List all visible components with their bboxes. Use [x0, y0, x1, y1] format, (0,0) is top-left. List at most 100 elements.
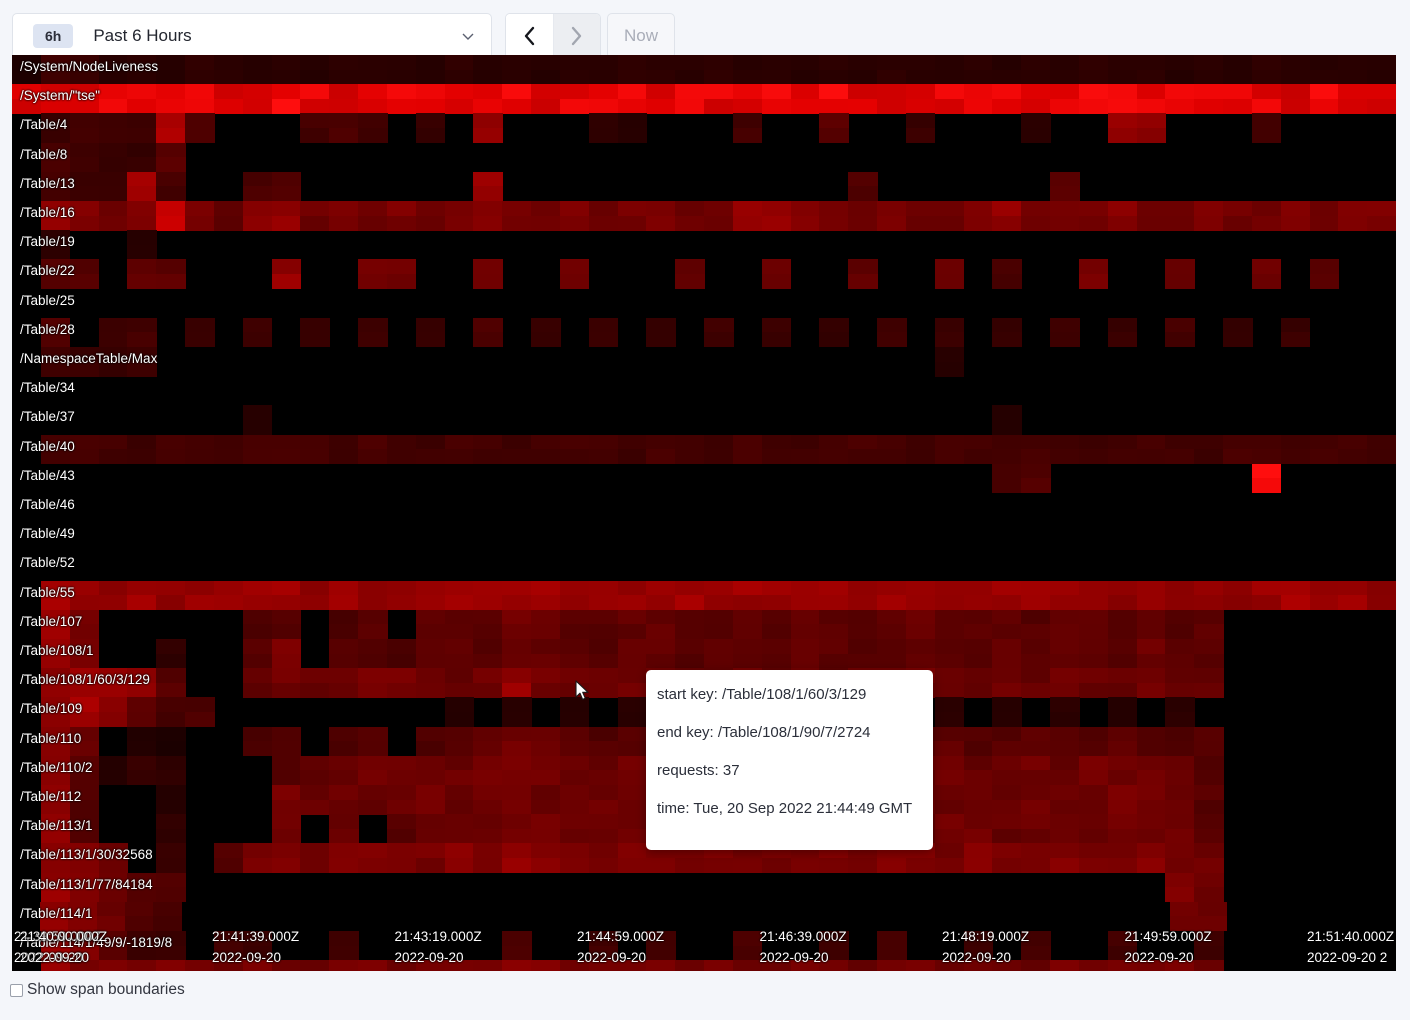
heatmap-cell[interactable] — [386, 785, 417, 801]
heatmap-cell[interactable] — [819, 113, 849, 129]
heatmap-cell[interactable] — [1078, 653, 1109, 669]
heatmap-cell[interactable] — [242, 931, 273, 947]
heatmap-cell[interactable] — [934, 624, 965, 640]
heatmap-cell[interactable] — [1165, 799, 1195, 815]
heatmap-cell[interactable] — [934, 668, 965, 684]
heatmap-cell[interactable] — [1165, 98, 1195, 114]
heatmap-cell[interactable] — [127, 931, 157, 947]
heatmap-cell[interactable] — [877, 434, 907, 450]
heatmap-cell[interactable] — [963, 945, 994, 961]
heatmap-cell[interactable] — [1223, 580, 1253, 596]
heatmap-cell[interactable] — [127, 69, 157, 85]
heatmap-cell[interactable] — [531, 317, 561, 333]
heatmap-cell[interactable] — [531, 726, 561, 742]
heatmap-cell[interactable] — [98, 843, 129, 859]
heatmap-cell[interactable] — [761, 434, 792, 450]
heatmap-cell[interactable] — [905, 127, 936, 144]
heatmap-cell[interactable] — [1107, 127, 1138, 144]
heatmap-cell[interactable] — [934, 639, 965, 655]
heatmap-cell[interactable] — [1050, 624, 1080, 640]
heatmap-cell[interactable] — [300, 69, 330, 85]
heatmap-cell[interactable] — [329, 799, 359, 815]
heatmap-cell[interactable] — [156, 186, 186, 202]
heatmap-cell[interactable] — [761, 624, 792, 640]
heatmap-cell[interactable] — [1223, 69, 1253, 85]
heatmap-cell[interactable] — [675, 857, 705, 874]
heatmap-cell[interactable] — [242, 201, 273, 217]
heatmap-cell[interactable] — [1223, 434, 1253, 450]
heatmap-cell[interactable] — [69, 843, 100, 859]
heatmap-row[interactable] — [12, 84, 1396, 114]
heatmap-cell[interactable] — [1021, 113, 1051, 129]
heatmap-cell[interactable] — [358, 127, 388, 144]
heatmap-cell[interactable] — [675, 609, 705, 625]
heatmap-cell[interactable] — [1050, 814, 1080, 830]
heatmap-cell[interactable] — [559, 755, 590, 771]
heatmap-cell[interactable] — [790, 449, 821, 465]
heatmap-cell[interactable] — [415, 799, 446, 815]
heatmap-cell[interactable] — [329, 69, 359, 85]
heatmap-cell[interactable] — [1309, 201, 1340, 217]
heatmap-cell[interactable] — [732, 931, 763, 947]
heatmap-row[interactable] — [12, 171, 1396, 202]
heatmap-cell[interactable] — [473, 98, 503, 114]
heatmap-cell[interactable] — [473, 113, 503, 129]
heatmap-cell[interactable] — [963, 799, 994, 815]
heatmap-cell[interactable] — [1107, 317, 1138, 333]
heatmap-cell[interactable] — [1223, 595, 1253, 611]
heatmap-cell[interactable] — [1107, 697, 1138, 713]
heatmap-cell[interactable] — [415, 814, 446, 830]
heatmap-cell[interactable] — [905, 653, 936, 669]
heatmap-cell[interactable] — [1050, 960, 1080, 971]
heatmap-cell[interactable] — [386, 69, 417, 85]
heatmap-cell[interactable] — [127, 244, 157, 260]
heatmap-cell[interactable] — [473, 186, 503, 202]
heatmap-cell[interactable] — [415, 113, 446, 129]
heatmap-cell[interactable] — [98, 682, 129, 698]
heatmap-cell[interactable] — [1338, 434, 1368, 450]
heatmap-cell[interactable] — [934, 755, 965, 771]
heatmap-cell[interactable] — [531, 814, 561, 830]
heatmap-cell[interactable] — [271, 741, 302, 757]
heatmap-cell[interactable] — [1107, 215, 1138, 231]
heatmap-cell[interactable] — [1021, 55, 1051, 71]
heatmap-cell[interactable] — [675, 639, 705, 655]
heatmap-cell[interactable] — [1107, 624, 1138, 640]
heatmap-cell[interactable] — [473, 755, 503, 771]
heatmap-cell[interactable] — [848, 98, 878, 114]
heatmap-cell[interactable] — [963, 828, 994, 844]
heatmap-cell[interactable] — [473, 595, 503, 611]
heatmap-cell[interactable] — [905, 580, 936, 596]
heatmap-cell[interactable] — [588, 609, 619, 625]
heatmap-cell[interactable] — [559, 857, 590, 874]
heatmap-cell[interactable] — [992, 653, 1022, 669]
heatmap-cell[interactable] — [40, 113, 71, 129]
heatmap-cell[interactable] — [1078, 449, 1109, 465]
heatmap-cell[interactable] — [1050, 98, 1080, 114]
heatmap-cell[interactable] — [1194, 639, 1224, 655]
heatmap-cell[interactable] — [329, 770, 359, 786]
heatmap-cell[interactable] — [559, 201, 590, 217]
heatmap-cell[interactable] — [588, 828, 619, 844]
heatmap-cell[interactable] — [1021, 857, 1051, 874]
heatmap-cell[interactable] — [1021, 770, 1051, 786]
heatmap-cell[interactable] — [98, 215, 129, 231]
heatmap-cell[interactable] — [40, 580, 71, 596]
heatmap-cell[interactable] — [588, 755, 619, 771]
heatmap-cell[interactable] — [588, 682, 619, 698]
heatmap-cell[interactable] — [300, 595, 330, 611]
heatmap-cell[interactable] — [819, 580, 849, 596]
heatmap-cell[interactable] — [1136, 580, 1167, 596]
heatmap-cell[interactable] — [473, 215, 503, 231]
heatmap-cell[interactable] — [358, 857, 388, 874]
heatmap-cell[interactable] — [1251, 273, 1282, 290]
heatmap-cell[interactable] — [40, 697, 71, 713]
heatmap-cell[interactable] — [646, 434, 676, 450]
heatmap-cell[interactable] — [358, 273, 388, 290]
heatmap-cell[interactable] — [1367, 98, 1396, 114]
heatmap-cell[interactable] — [992, 273, 1022, 290]
heatmap-cell[interactable] — [444, 580, 475, 596]
heatmap-cell[interactable] — [69, 84, 100, 100]
heatmap-cell[interactable] — [242, 98, 273, 114]
heatmap-cell[interactable] — [300, 755, 330, 771]
